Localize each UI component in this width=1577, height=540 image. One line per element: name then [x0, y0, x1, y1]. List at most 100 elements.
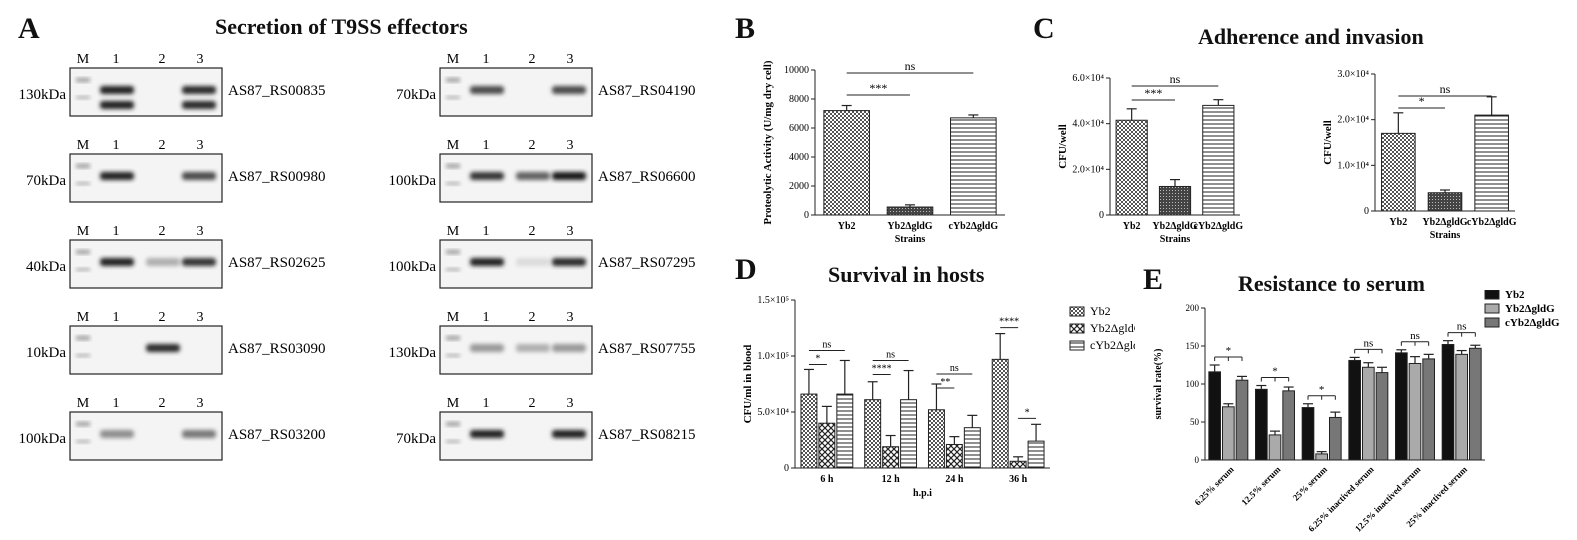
invasion-chart: 0 1.0×10⁴ 2.0×10⁴ 3.0×10⁴ CFU/well Yb2 Yb2Δgld…: [1322, 69, 1517, 241]
marker-size-label: 100kDa: [389, 173, 437, 189]
bar-Yb2-6 h: [800, 393, 818, 469]
protein-band: [516, 172, 550, 180]
bar-Yb2: [823, 110, 870, 216]
y-axis-title: CFU/well: [1322, 120, 1334, 165]
effector-label: AS87_RS06600: [598, 169, 696, 185]
bar-Yb2ΔgldG: [1427, 192, 1463, 212]
significance-label: ns: [1410, 330, 1420, 342]
x-tick-label: 6 h: [820, 474, 834, 485]
marker-band: [446, 182, 460, 185]
blot-AS87_RS03200: M 1 2 3 100kDa AS87_RS03200: [19, 396, 326, 461]
legend-swatch: [1484, 317, 1500, 328]
protein-band: [100, 258, 134, 266]
blot-lane-label: 3: [567, 396, 574, 411]
bar-Yb2ΔgldG-6.25% inactived serum: [1362, 366, 1375, 461]
y-tick-label: 3.0×10⁴: [1337, 69, 1369, 80]
serum-resistance-chart: 0 50 100 150 200 survival rate(%) 6.25% serum *…: [1153, 290, 1560, 534]
significance-label: *: [1319, 384, 1325, 396]
legend-swatch: [1069, 323, 1085, 334]
protein-band: [100, 86, 134, 94]
blot-AS87_RS06600: M 1 2 3 100kDa AS87_RS06600: [389, 138, 696, 203]
marker-band: [446, 354, 460, 357]
blot-lane-label: 1: [483, 224, 490, 239]
x-tick-label: 25% serum: [1291, 464, 1330, 503]
y-tick-label: 50: [1190, 417, 1200, 427]
blot-lane-label: 1: [483, 396, 490, 411]
significance-label: ns: [1363, 337, 1373, 349]
blot-lane-label: 2: [159, 138, 166, 153]
blot-lane-label: 3: [197, 138, 204, 153]
bar-Yb2-25% inactived serum: [1441, 343, 1455, 461]
y-axis-title: survival rate(%): [1153, 349, 1164, 420]
protein-band: [182, 101, 216, 109]
legend-label: cYb2ΔgldG: [1505, 317, 1560, 329]
protein-band: [146, 258, 180, 266]
x-tick-label: 36 h: [1009, 474, 1028, 485]
bar-cYb2ΔgldG-6.25% serum: [1235, 379, 1249, 461]
marker-band: [76, 440, 90, 443]
y-axis-title: Proteolytic Activity (U/mg dry cell): [762, 60, 774, 224]
effector-label: AS87_RS03090: [228, 341, 326, 357]
blot-lane-label: 1: [113, 396, 120, 411]
blot-AS87_RS08215: M 1 2 3 70kDa AS87_RS08215: [396, 396, 696, 461]
bar-Yb2-6.25% serum: [1208, 371, 1221, 461]
y-tick-label: 0: [1195, 455, 1200, 465]
protein-band: [552, 172, 586, 180]
significance-label: ns: [950, 363, 959, 374]
effector-label: AS87_RS03200: [228, 427, 326, 443]
marker-size-label: 130kDa: [19, 87, 67, 103]
significance-label: ns: [905, 59, 916, 73]
protein-band: [100, 430, 134, 438]
y-tick-label: 0: [804, 210, 809, 221]
panel-letter-d: D: [735, 253, 757, 286]
significance-label: *: [1272, 366, 1278, 378]
x-tick-label: 6.25% serum: [1193, 464, 1236, 507]
protein-band: [470, 344, 504, 352]
legend-label: Yb2: [1505, 290, 1525, 301]
legend-label: cYb2ΔgldG: [1090, 338, 1135, 352]
bar-Yb2-12.5% serum: [1255, 388, 1268, 461]
blot-AS87_RS07755: M 1 2 3 130kDa AS87_RS07755: [389, 310, 696, 375]
significance-label: ns: [1170, 72, 1181, 86]
marker-band: [76, 96, 90, 99]
significance-label: ****: [999, 317, 1019, 328]
bar-Yb2-12 h: [864, 399, 882, 469]
blot-lane-label: 3: [567, 310, 574, 325]
x-tick-label: Yb2: [1389, 217, 1407, 228]
significance-label: ****: [872, 364, 892, 375]
protein-band: [182, 258, 216, 266]
bar-cYb2ΔgldG-6.25% inactived serum: [1375, 372, 1389, 461]
bar-Yb2ΔgldG-25% inactived serum: [1455, 353, 1469, 461]
y-tick-label: 6.0×10⁴: [1072, 73, 1104, 84]
marker-size-label: 70kDa: [396, 431, 436, 447]
bar-cYb2ΔgldG-12.5% inactived serum: [1422, 358, 1436, 461]
x-tick-label: Yb2: [1123, 221, 1141, 232]
blot-AS87_RS02625: M 1 2 3 40kDa AS87_RS02625: [26, 224, 326, 289]
blot-lane-label: 3: [197, 52, 204, 67]
blot-AS87_RS04190: M 1 2 3 70kDa AS87_RS04190: [396, 52, 696, 117]
y-tick-label: 4.0×10⁴: [1072, 119, 1104, 130]
blot-lane-label: 1: [483, 310, 490, 325]
adherence-chart: 0 2.0×10⁴ 4.0×10⁴ 6.0×10⁴ CFU/well Yb2 Yb2Δgld…: [1057, 72, 1243, 245]
bar-cYb2ΔgldG-25% inactived serum: [1469, 347, 1482, 461]
y-tick-label: 200: [1186, 303, 1200, 313]
bar-Yb2: [1115, 119, 1148, 216]
protein-band: [516, 258, 550, 266]
bar-cYb2ΔgldG-24 h: [963, 427, 981, 469]
legend-swatch: [1484, 290, 1500, 300]
bar-cYb2ΔgldG-36 h: [1027, 440, 1045, 469]
blot-lane-label: 1: [483, 138, 490, 153]
legend-label: Yb2ΔgldG: [1505, 303, 1555, 315]
blot-lane-label: 2: [159, 396, 166, 411]
bar-Yb2ΔgldG-12 h: [882, 446, 900, 469]
marker-band: [446, 440, 460, 443]
blot-lane-label: 2: [159, 224, 166, 239]
marker-band: [76, 78, 90, 82]
y-axis-title: CFU/well: [1057, 124, 1069, 169]
effector-label: AS87_RS02625: [228, 255, 326, 271]
significance-label: **: [940, 377, 950, 388]
blot-lane-label: M: [447, 310, 460, 325]
blot-AS87_RS00980: M 1 2 3 70kDa AS87_RS00980: [26, 138, 326, 203]
protein-band: [470, 430, 504, 438]
y-tick-label: 2.0×10⁴: [1072, 164, 1104, 175]
